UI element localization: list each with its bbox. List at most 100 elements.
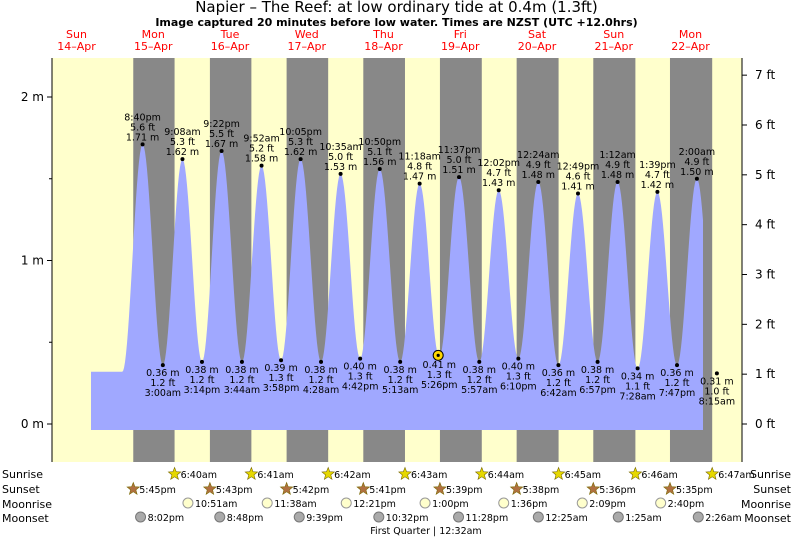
tide-point xyxy=(160,363,165,368)
moonset-time: 2:26am xyxy=(705,513,741,524)
tide-label: 1.62 m xyxy=(284,147,317,158)
tide-label: 1.56 m xyxy=(363,157,396,168)
tide-label: 8:15am xyxy=(699,396,735,407)
moonset-icon xyxy=(692,511,704,523)
tide-label: 0.38 m xyxy=(581,365,614,376)
tide-label: 1.48 m xyxy=(522,170,555,181)
moonrise-icon xyxy=(576,497,588,509)
tide-point xyxy=(675,363,680,368)
day-date: 20–Apr xyxy=(518,40,557,53)
tide-label: 0.39 m xyxy=(264,363,297,374)
day-name: Fri xyxy=(454,28,467,41)
day-name: Tue xyxy=(220,28,240,41)
tide-point xyxy=(180,157,185,162)
moonset-icon xyxy=(373,511,385,523)
y-tick-label-ft: 7 ft xyxy=(755,68,775,82)
day-date: 22–Apr xyxy=(671,40,710,53)
tide-label: 1.51 m xyxy=(442,165,475,176)
tide-point xyxy=(298,157,303,162)
moonset-time: 8:02pm xyxy=(148,513,185,524)
tide-label: 6:10pm xyxy=(500,382,537,393)
sunrise-time: 6:47am xyxy=(718,470,754,481)
moonrise-time: 10:51am xyxy=(195,499,237,510)
sunrise-icon xyxy=(244,466,259,480)
moonrise-time: 2:09pm xyxy=(589,499,626,510)
tide-label: 1.48 m xyxy=(601,170,634,181)
tide-label: 3:14pm xyxy=(184,385,221,396)
row-label-moonrise: Moonrise xyxy=(2,498,52,511)
tide-label: 1.2 ft xyxy=(150,378,175,389)
tide-label: 8:40pm xyxy=(124,112,161,123)
row-label-sunset: Sunset xyxy=(2,483,40,496)
tide-label: 0.36 m xyxy=(542,368,575,379)
tide-label: 0.36 m xyxy=(146,368,179,379)
tide-label: 0.38 m xyxy=(304,365,337,376)
tide-label: 12:02pm xyxy=(477,158,520,169)
tide-label: 1.2 ft xyxy=(585,375,610,386)
tide-label: 1.71 m xyxy=(126,132,159,143)
chart-subtitle: Image captured 20 minutes before low wat… xyxy=(155,16,638,29)
row-label-sunrise: Sunrise xyxy=(2,468,43,481)
tide-label: 5.1 ft xyxy=(367,147,392,158)
tide-label: 11:18am xyxy=(398,152,440,163)
tide-label: 1.62 m xyxy=(166,147,199,158)
moonrise-icon xyxy=(261,497,273,509)
tide-label: 4:42pm xyxy=(342,382,379,393)
moonset-icon xyxy=(532,511,544,523)
moonrise-icon xyxy=(498,497,510,509)
sunrise-time: 6:46am xyxy=(641,470,677,481)
sunrise-time: 6:41am xyxy=(257,470,293,481)
tide-label: 0.38 m xyxy=(463,365,496,376)
tide-point xyxy=(595,359,600,364)
tide-label: 5.3 ft xyxy=(288,137,313,148)
tide-label: 4.7 ft xyxy=(645,170,670,181)
sunrise-time: 6:42am xyxy=(334,470,370,481)
y-tick-label-ft: 2 ft xyxy=(755,317,775,331)
day-name: Sun xyxy=(66,28,87,41)
y-tick-label-m: 0 m xyxy=(21,417,44,431)
tide-label: 5.6 ft xyxy=(130,122,155,133)
tide-label: 0.38 m xyxy=(383,365,416,376)
sunrise-icon xyxy=(628,466,643,480)
sunset-icon xyxy=(663,481,677,495)
sunrise-icon xyxy=(167,466,182,480)
tide-label: 10:35am xyxy=(319,142,361,153)
tide-label: 3:00am xyxy=(145,388,181,399)
sunrise-icon xyxy=(705,466,720,480)
tide-label: 0.34 m xyxy=(621,371,654,382)
tide-point xyxy=(615,180,620,185)
tide-point xyxy=(635,366,640,371)
tide-label: 1:12am xyxy=(599,150,635,161)
moonrise-icon xyxy=(340,497,352,509)
sunrise-icon xyxy=(551,466,566,480)
sunset-time: 5:38pm xyxy=(523,485,560,496)
day-date: 16–Apr xyxy=(211,40,250,53)
sunset-icon xyxy=(433,481,447,495)
tide-label: 0.41 m xyxy=(423,360,456,371)
sunrise-time: 6:40am xyxy=(181,470,217,481)
sunrise-time: 6:43am xyxy=(411,470,447,481)
moonrise-time: 11:38am xyxy=(274,499,316,510)
y-tick-label-ft: 4 ft xyxy=(755,218,775,232)
sunset-icon xyxy=(279,481,294,495)
tide-point xyxy=(358,356,363,361)
tide-label: 1.0 ft xyxy=(704,386,729,397)
tide-label: 1.1 ft xyxy=(625,381,650,392)
sunset-time: 5:41pm xyxy=(369,485,406,496)
tide-point xyxy=(319,359,324,364)
tide-label: 9:08am xyxy=(164,127,200,138)
tide-point xyxy=(377,166,382,171)
moonrise-icon xyxy=(419,497,431,509)
tide-label: 1:39pm xyxy=(639,160,676,171)
tide-label: 11:37pm xyxy=(438,145,481,156)
tide-point xyxy=(516,356,521,361)
sunset-icon xyxy=(356,481,371,495)
day-name: Mon xyxy=(142,28,165,41)
tide-label: 1.53 m xyxy=(324,162,357,173)
tide-label: 5.5 ft xyxy=(209,129,234,140)
day-date: 15–Apr xyxy=(134,40,173,53)
day-date: 21–Apr xyxy=(594,40,633,53)
moonrise-time: 1:00pm xyxy=(432,499,469,510)
tide-label: 1.43 m xyxy=(482,178,515,189)
